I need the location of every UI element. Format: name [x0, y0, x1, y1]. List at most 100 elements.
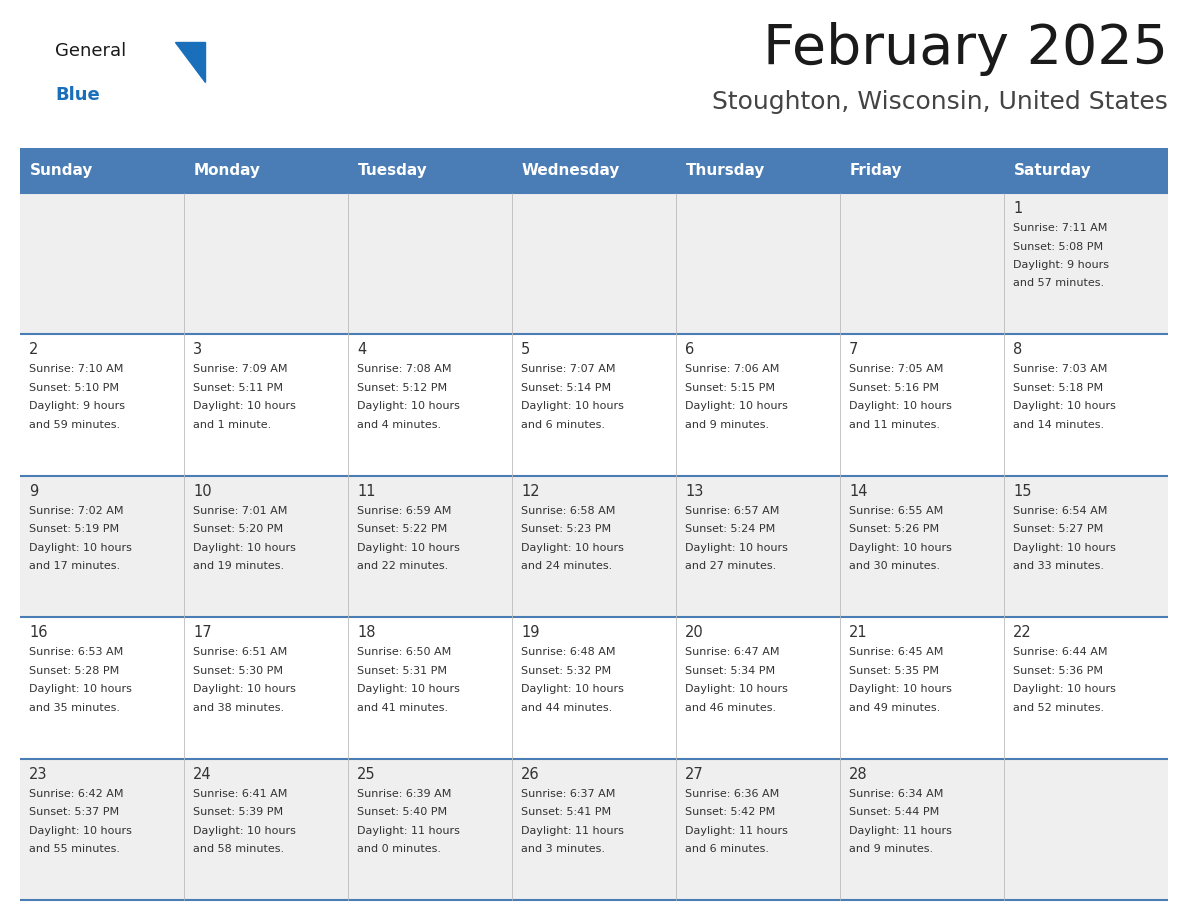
Text: Sunrise: 7:10 AM: Sunrise: 7:10 AM	[29, 364, 124, 375]
Text: and 0 minutes.: and 0 minutes.	[358, 844, 441, 854]
Bar	[20, 758, 1168, 900]
Text: and 9 minutes.: and 9 minutes.	[685, 420, 769, 430]
Text: Sunrise: 6:42 AM: Sunrise: 6:42 AM	[29, 789, 124, 799]
Text: 2: 2	[29, 342, 38, 357]
Text: 17: 17	[192, 625, 211, 640]
Text: Sunrise: 6:45 AM: Sunrise: 6:45 AM	[849, 647, 943, 657]
Polygon shape	[175, 42, 206, 82]
Text: 6: 6	[685, 342, 694, 357]
Text: Sunset: 5:26 PM: Sunset: 5:26 PM	[849, 524, 940, 534]
Text: Daylight: 10 hours: Daylight: 10 hours	[1013, 401, 1116, 411]
Text: and 38 minutes.: and 38 minutes.	[192, 702, 284, 712]
Text: Daylight: 10 hours: Daylight: 10 hours	[522, 684, 624, 694]
Text: Sunrise: 6:53 AM: Sunrise: 6:53 AM	[29, 647, 124, 657]
Text: Daylight: 10 hours: Daylight: 10 hours	[29, 825, 132, 835]
Text: 16: 16	[29, 625, 48, 640]
Text: Sunset: 5:16 PM: Sunset: 5:16 PM	[849, 383, 939, 393]
Bar	[20, 148, 1168, 193]
Text: Sunset: 5:15 PM: Sunset: 5:15 PM	[685, 383, 775, 393]
Text: and 33 minutes.: and 33 minutes.	[1013, 561, 1104, 571]
Text: Monday: Monday	[194, 163, 261, 178]
Text: 1: 1	[1013, 201, 1022, 216]
Text: 11: 11	[358, 484, 375, 498]
Text: Sunset: 5:40 PM: Sunset: 5:40 PM	[358, 807, 447, 817]
Text: Blue: Blue	[55, 86, 100, 104]
Text: Daylight: 11 hours: Daylight: 11 hours	[358, 825, 460, 835]
Text: Daylight: 10 hours: Daylight: 10 hours	[522, 543, 624, 553]
Text: Sunset: 5:08 PM: Sunset: 5:08 PM	[1013, 241, 1104, 252]
Text: Daylight: 10 hours: Daylight: 10 hours	[522, 401, 624, 411]
Text: and 58 minutes.: and 58 minutes.	[192, 844, 284, 854]
Text: Daylight: 10 hours: Daylight: 10 hours	[192, 684, 296, 694]
Text: Sunrise: 7:08 AM: Sunrise: 7:08 AM	[358, 364, 451, 375]
Text: and 19 minutes.: and 19 minutes.	[192, 561, 284, 571]
Text: Sunset: 5:34 PM: Sunset: 5:34 PM	[685, 666, 775, 676]
Text: and 11 minutes.: and 11 minutes.	[849, 420, 940, 430]
Text: General: General	[55, 42, 126, 60]
Text: and 24 minutes.: and 24 minutes.	[522, 561, 612, 571]
Text: 12: 12	[522, 484, 539, 498]
Text: Daylight: 9 hours: Daylight: 9 hours	[1013, 260, 1110, 270]
Text: Sunset: 5:23 PM: Sunset: 5:23 PM	[522, 524, 611, 534]
Text: Sunrise: 6:47 AM: Sunrise: 6:47 AM	[685, 647, 779, 657]
Text: 25: 25	[358, 767, 375, 781]
Text: and 30 minutes.: and 30 minutes.	[849, 561, 940, 571]
Text: 20: 20	[685, 625, 703, 640]
Text: Sunset: 5:18 PM: Sunset: 5:18 PM	[1013, 383, 1104, 393]
Text: 15: 15	[1013, 484, 1031, 498]
Text: Daylight: 11 hours: Daylight: 11 hours	[522, 825, 624, 835]
Text: Sunset: 5:35 PM: Sunset: 5:35 PM	[849, 666, 939, 676]
Text: Sunrise: 6:50 AM: Sunrise: 6:50 AM	[358, 647, 451, 657]
Bar	[20, 193, 1168, 334]
Text: Daylight: 10 hours: Daylight: 10 hours	[358, 543, 460, 553]
Text: and 27 minutes.: and 27 minutes.	[685, 561, 776, 571]
Text: Daylight: 10 hours: Daylight: 10 hours	[29, 543, 132, 553]
Text: Daylight: 10 hours: Daylight: 10 hours	[685, 401, 788, 411]
Text: Sunset: 5:27 PM: Sunset: 5:27 PM	[1013, 524, 1104, 534]
Text: Daylight: 10 hours: Daylight: 10 hours	[192, 401, 296, 411]
Text: and 59 minutes.: and 59 minutes.	[29, 420, 120, 430]
Text: and 41 minutes.: and 41 minutes.	[358, 702, 448, 712]
Bar	[20, 476, 1168, 617]
Text: Thursday: Thursday	[685, 163, 765, 178]
Text: Sunset: 5:37 PM: Sunset: 5:37 PM	[29, 807, 119, 817]
Text: Tuesday: Tuesday	[358, 163, 428, 178]
Text: Sunrise: 6:37 AM: Sunrise: 6:37 AM	[522, 789, 615, 799]
Text: Daylight: 10 hours: Daylight: 10 hours	[192, 825, 296, 835]
Text: Sunrise: 7:09 AM: Sunrise: 7:09 AM	[192, 364, 287, 375]
Text: and 9 minutes.: and 9 minutes.	[849, 844, 933, 854]
Text: 3: 3	[192, 342, 202, 357]
Text: Sunrise: 7:06 AM: Sunrise: 7:06 AM	[685, 364, 779, 375]
Text: Sunday: Sunday	[30, 163, 94, 178]
Text: Daylight: 10 hours: Daylight: 10 hours	[849, 684, 952, 694]
Text: Sunrise: 6:58 AM: Sunrise: 6:58 AM	[522, 506, 615, 516]
Text: Sunset: 5:28 PM: Sunset: 5:28 PM	[29, 666, 119, 676]
Text: 18: 18	[358, 625, 375, 640]
Text: 14: 14	[849, 484, 867, 498]
Text: Sunrise: 6:39 AM: Sunrise: 6:39 AM	[358, 789, 451, 799]
Text: and 3 minutes.: and 3 minutes.	[522, 844, 605, 854]
Text: 19: 19	[522, 625, 539, 640]
Text: Daylight: 10 hours: Daylight: 10 hours	[29, 684, 132, 694]
Text: Sunset: 5:36 PM: Sunset: 5:36 PM	[1013, 666, 1102, 676]
Text: Daylight: 10 hours: Daylight: 10 hours	[1013, 543, 1116, 553]
Text: Daylight: 10 hours: Daylight: 10 hours	[358, 684, 460, 694]
Text: Sunset: 5:44 PM: Sunset: 5:44 PM	[849, 807, 940, 817]
Text: Sunset: 5:10 PM: Sunset: 5:10 PM	[29, 383, 119, 393]
Text: and 46 minutes.: and 46 minutes.	[685, 702, 776, 712]
Text: Daylight: 10 hours: Daylight: 10 hours	[849, 543, 952, 553]
Text: 4: 4	[358, 342, 366, 357]
Text: 13: 13	[685, 484, 703, 498]
Text: Daylight: 10 hours: Daylight: 10 hours	[685, 543, 788, 553]
Text: Wednesday: Wednesday	[522, 163, 620, 178]
Text: Sunrise: 7:11 AM: Sunrise: 7:11 AM	[1013, 223, 1107, 233]
Text: 27: 27	[685, 767, 703, 781]
Text: Sunrise: 6:34 AM: Sunrise: 6:34 AM	[849, 789, 943, 799]
Text: 7: 7	[849, 342, 859, 357]
Text: Sunrise: 6:54 AM: Sunrise: 6:54 AM	[1013, 506, 1107, 516]
Text: Daylight: 10 hours: Daylight: 10 hours	[358, 401, 460, 411]
Text: Daylight: 9 hours: Daylight: 9 hours	[29, 401, 125, 411]
Text: Stoughton, Wisconsin, United States: Stoughton, Wisconsin, United States	[712, 90, 1168, 114]
Text: Sunset: 5:12 PM: Sunset: 5:12 PM	[358, 383, 447, 393]
Text: 9: 9	[29, 484, 38, 498]
